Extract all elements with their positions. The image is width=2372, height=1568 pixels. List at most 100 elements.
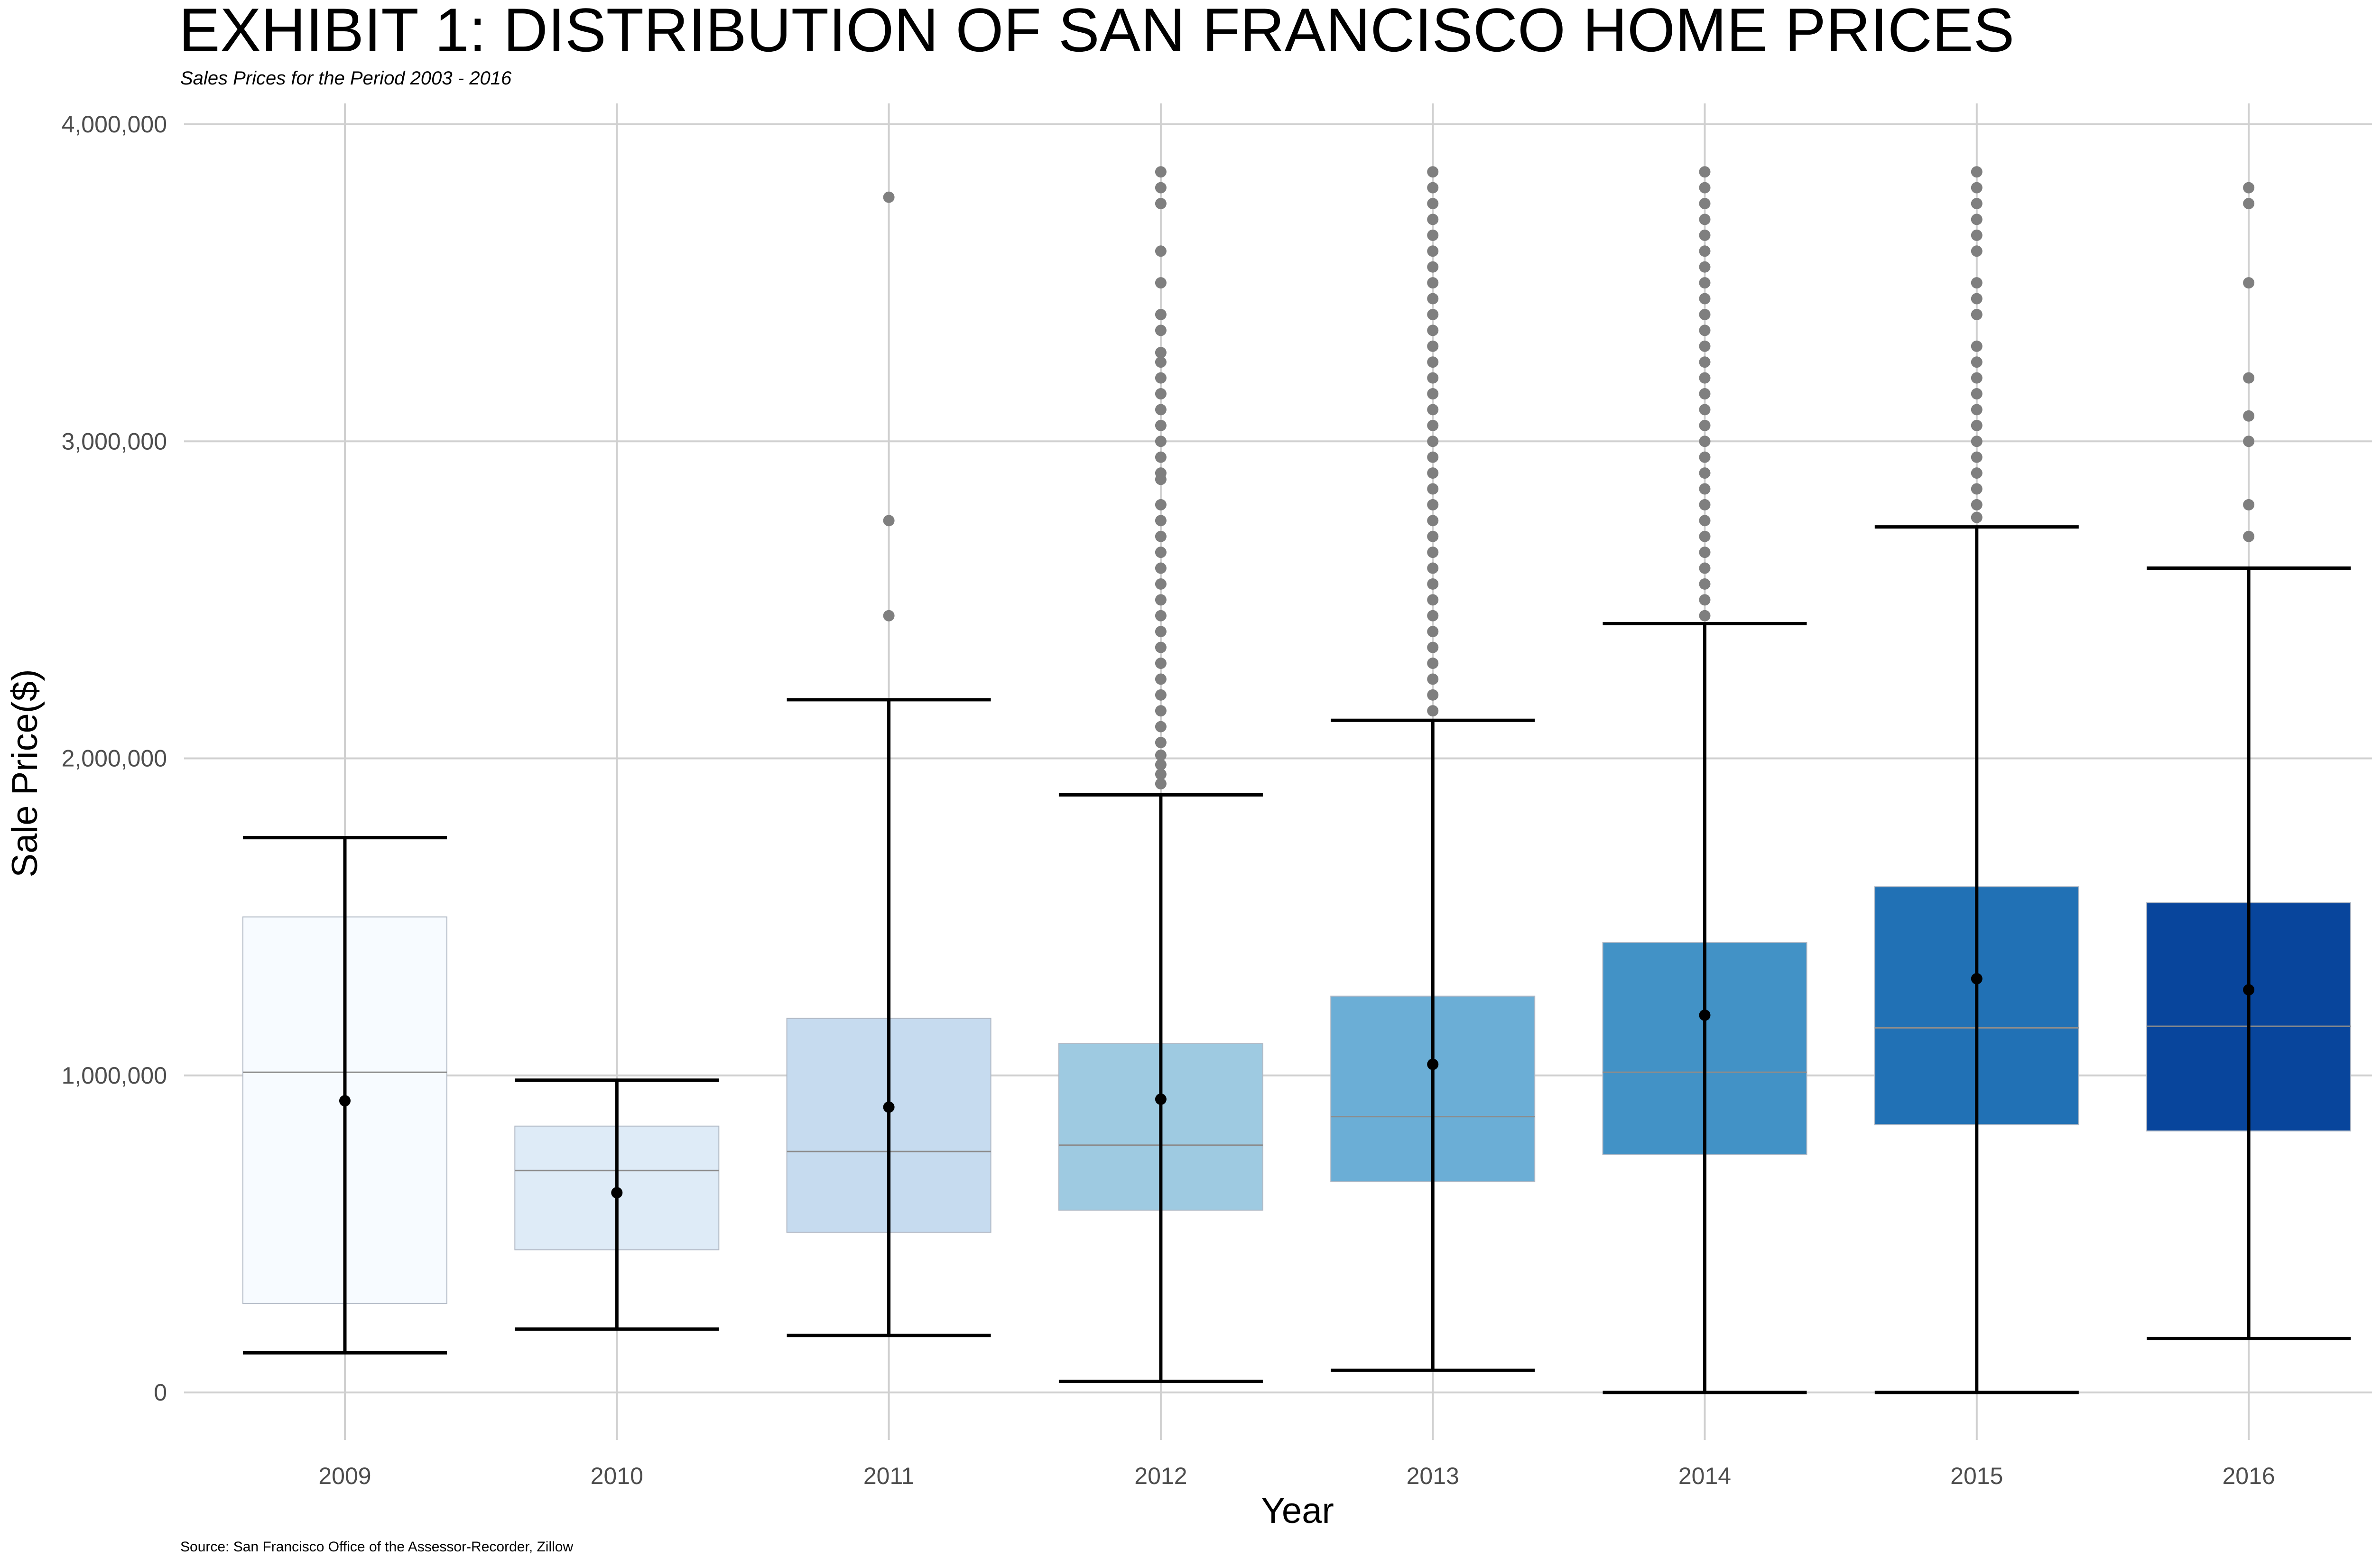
outlier-point xyxy=(1155,277,1167,288)
outlier-point xyxy=(1699,309,1711,320)
outlier-point xyxy=(1699,594,1711,605)
outlier-point xyxy=(1699,547,1711,558)
outlier-point xyxy=(1427,610,1438,622)
mean-point xyxy=(339,1095,351,1106)
outlier-point xyxy=(1699,515,1711,526)
outlier-point xyxy=(1155,578,1167,590)
box-2013 xyxy=(1331,166,1535,1370)
outlier-point xyxy=(1155,658,1167,669)
x-axis-label: Year xyxy=(1261,1491,1334,1531)
outlier-point xyxy=(1699,356,1711,368)
outlier-point xyxy=(1971,467,1983,479)
mean-point xyxy=(1699,1010,1711,1021)
outlier-point xyxy=(1971,420,1983,431)
outlier-point xyxy=(1427,642,1438,653)
box-2012 xyxy=(1059,166,1263,1381)
box-series xyxy=(243,166,2351,1392)
outlier-point xyxy=(1699,531,1711,542)
outlier-point xyxy=(1427,261,1438,273)
outlier-point xyxy=(1699,261,1711,273)
outlier-point xyxy=(1971,341,1983,352)
outlier-point xyxy=(1155,531,1167,542)
box-2015 xyxy=(1875,166,2079,1392)
outlier-point xyxy=(1427,245,1438,257)
outlier-point xyxy=(1699,483,1711,494)
outlier-point xyxy=(1427,689,1438,701)
outlier-point xyxy=(1155,325,1167,336)
chart-title: EXHIBIT 1: DISTRIBUTION OF SAN FRANCISCO… xyxy=(179,0,2014,65)
outlier-point xyxy=(1699,230,1711,241)
outlier-point xyxy=(1427,467,1438,479)
outlier-point xyxy=(1427,452,1438,463)
outlier-point xyxy=(1155,563,1167,574)
outlier-point xyxy=(1427,277,1438,288)
outlier-point xyxy=(1427,356,1438,368)
outlier-point xyxy=(1427,436,1438,447)
outlier-point xyxy=(1699,325,1711,336)
outlier-point xyxy=(1427,578,1438,590)
outlier-point xyxy=(1155,245,1167,257)
mean-point xyxy=(2243,984,2254,995)
outlier-point xyxy=(1427,182,1438,194)
outlier-point xyxy=(1971,483,1983,494)
outlier-point xyxy=(1155,547,1167,558)
outlier-point xyxy=(2243,436,2254,447)
y-tick-label: 3,000,000 xyxy=(62,428,167,455)
outlier-point xyxy=(1155,467,1167,479)
outlier-point xyxy=(1427,213,1438,225)
outlier-point xyxy=(1155,347,1167,358)
outlier-point xyxy=(1427,563,1438,574)
outlier-point xyxy=(883,192,895,203)
outlier-point xyxy=(2243,531,2254,542)
x-tick-label: 2016 xyxy=(2222,1463,2275,1489)
outlier-point xyxy=(1699,388,1711,399)
mean-point xyxy=(1155,1094,1167,1105)
outlier-point xyxy=(1155,499,1167,510)
outlier-point xyxy=(1427,404,1438,415)
outlier-point xyxy=(1971,293,1983,305)
outlier-point xyxy=(1155,388,1167,399)
outlier-point xyxy=(1699,499,1711,510)
outlier-point xyxy=(1971,198,1983,209)
outlier-point xyxy=(1155,309,1167,320)
box-2009 xyxy=(243,838,447,1353)
outlier-point xyxy=(1971,436,1983,447)
outlier-point xyxy=(1699,452,1711,463)
outlier-point xyxy=(1699,578,1711,590)
outlier-point xyxy=(1699,198,1711,209)
mean-point xyxy=(1971,973,1983,984)
outlier-point xyxy=(1971,499,1983,510)
outlier-point xyxy=(1971,245,1983,257)
outlier-point xyxy=(1155,689,1167,701)
outlier-point xyxy=(1427,515,1438,526)
outlier-point xyxy=(1155,515,1167,526)
outlier-point xyxy=(1155,372,1167,384)
y-axis-ticks: 0 1,000,000 2,000,000 3,000,000 4,000,000 xyxy=(62,111,167,1406)
outlier-point xyxy=(1699,372,1711,384)
chart-subtitle: Sales Prices for the Period 2003 - 2016 xyxy=(180,68,512,89)
outlier-point xyxy=(1971,309,1983,320)
outlier-point xyxy=(1699,404,1711,415)
x-tick-label: 2012 xyxy=(1134,1463,1187,1489)
outlier-point xyxy=(1427,230,1438,241)
outlier-point xyxy=(1427,499,1438,510)
outlier-point xyxy=(1427,166,1438,177)
outlier-point xyxy=(1427,372,1438,384)
outlier-point xyxy=(1427,341,1438,352)
box-2010 xyxy=(515,1080,719,1329)
x-tick-label: 2013 xyxy=(1407,1463,1459,1489)
outlier-point xyxy=(1155,182,1167,194)
outlier-point xyxy=(1155,642,1167,653)
outlier-point xyxy=(1699,293,1711,305)
outlier-point xyxy=(1971,166,1983,177)
outlier-point xyxy=(1427,594,1438,605)
x-tick-label: 2009 xyxy=(318,1463,371,1489)
outlier-point xyxy=(1971,182,1983,194)
outlier-point xyxy=(1155,705,1167,716)
outlier-point xyxy=(1427,673,1438,685)
outlier-point xyxy=(1155,198,1167,209)
outlier-point xyxy=(1427,309,1438,320)
outlier-point xyxy=(1971,512,1983,523)
outlier-point xyxy=(1155,750,1167,761)
